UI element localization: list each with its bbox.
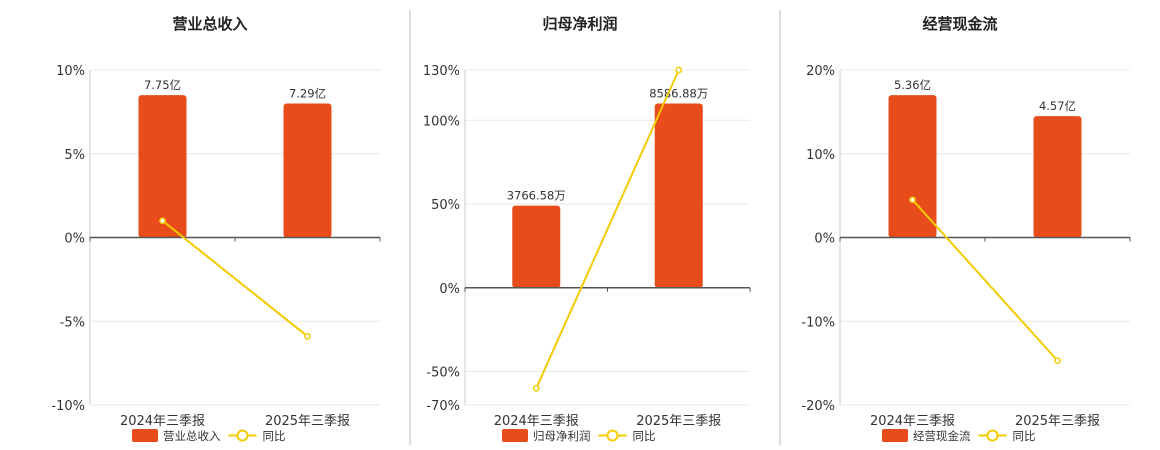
- legend-label: 同比: [1013, 429, 1036, 443]
- legend-label: 营业总收入: [163, 429, 221, 443]
- y-tick-label: 5%: [64, 148, 85, 163]
- x-tick-label: 2025年三季报: [636, 414, 721, 429]
- bar[interactable]: [888, 95, 937, 238]
- y-tick-label: 50%: [431, 198, 460, 213]
- bar-data-label: 7.75亿: [144, 78, 181, 92]
- y-tick-label: 10%: [56, 64, 85, 79]
- y-tick-label: 130%: [423, 64, 460, 79]
- bar[interactable]: [654, 103, 703, 288]
- x-tick-label: 2024年三季报: [870, 414, 955, 429]
- bar[interactable]: [283, 103, 332, 238]
- legend-line-marker: [606, 429, 619, 442]
- y-tick-label: 0%: [439, 282, 460, 297]
- y-tick-label: -5%: [60, 315, 85, 330]
- yoy-point[interactable]: [304, 332, 311, 340]
- legend-label: 同比: [263, 429, 286, 443]
- y-tick-label: 20%: [806, 64, 835, 79]
- yoy-point[interactable]: [909, 196, 916, 204]
- x-tick-label: 2024年三季报: [120, 414, 205, 429]
- bar-data-label: 5.36亿: [894, 78, 931, 92]
- legend-line-marker: [986, 429, 999, 442]
- yoy-line: [161, 219, 309, 338]
- y-tick-label: 100%: [423, 114, 460, 129]
- legend-bar-swatch: [502, 429, 528, 442]
- bar-data-label: 4.57亿: [1039, 99, 1076, 113]
- y-tick-label: -70%: [426, 399, 460, 414]
- y-tick-label: -10%: [801, 315, 835, 330]
- y-tick-label: 10%: [806, 148, 835, 163]
- y-tick-label: 0%: [814, 232, 835, 247]
- yoy-point[interactable]: [532, 384, 540, 392]
- yoy-line: [535, 69, 680, 389]
- y-tick-label: -20%: [801, 399, 835, 414]
- bar-data-label: 7.29亿: [289, 87, 326, 101]
- bar-data-label: 3766.58万: [507, 189, 566, 203]
- legend-label: 归母净利润: [533, 429, 591, 443]
- y-tick-label: 0%: [64, 232, 85, 247]
- y-tick-label: -10%: [51, 399, 85, 414]
- bar[interactable]: [1033, 116, 1082, 238]
- chart-title: 营业总收入: [172, 15, 247, 33]
- x-tick-label: 2025年三季报: [1015, 414, 1100, 429]
- bar-data-label: 8586.88万: [649, 87, 708, 101]
- x-tick-label: 2025年三季报: [265, 414, 350, 429]
- legend-label: 经营现金流: [913, 429, 971, 443]
- yoy-point[interactable]: [159, 217, 166, 225]
- x-tick-label: 2024年三季报: [494, 414, 579, 429]
- yoy-point[interactable]: [1054, 357, 1061, 364]
- chart-title: 归母净利润: [542, 15, 617, 33]
- yoy-point[interactable]: [675, 66, 683, 74]
- bar[interactable]: [138, 95, 187, 238]
- bar[interactable]: [512, 205, 561, 288]
- legend-bar-swatch: [132, 429, 158, 442]
- y-tick-label: -50%: [426, 366, 460, 381]
- yoy-line: [911, 199, 1059, 362]
- legend-line-marker: [236, 429, 249, 442]
- legend-bar-swatch: [882, 429, 908, 442]
- legend-label: 同比: [633, 429, 656, 443]
- chart-title: 经营现金流: [922, 15, 997, 33]
